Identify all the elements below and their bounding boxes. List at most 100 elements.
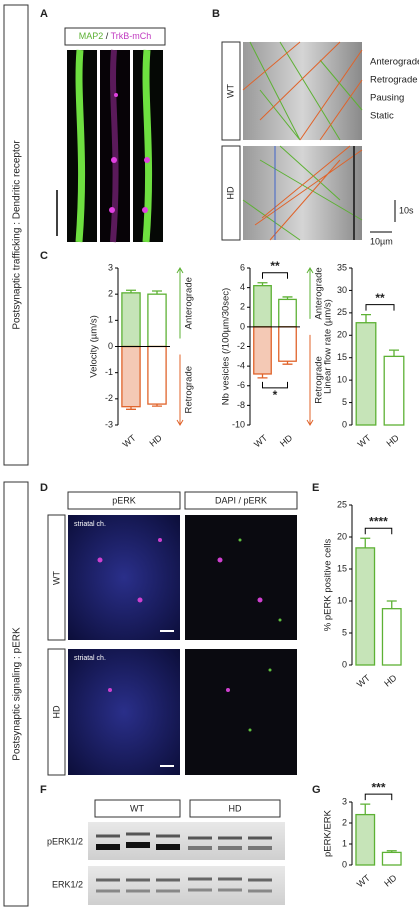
bar <box>278 298 297 328</box>
y-tick-label: 5 <box>342 627 347 637</box>
error-bar <box>386 850 397 853</box>
y-tick-label: 20 <box>337 531 347 541</box>
bar <box>355 547 376 666</box>
micrograph <box>56 49 163 243</box>
group-label: WT <box>130 803 144 813</box>
y-tick-label: 15 <box>337 563 347 573</box>
header: MAP2 / TrkB-mCh <box>79 31 152 41</box>
scale-label: 10µm <box>370 236 393 246</box>
y-tick-label: 10 <box>337 595 347 605</box>
series-label: Anterograde <box>314 267 325 319</box>
y-tick-label: 3 <box>108 262 113 272</box>
x-tick-label: HD <box>382 872 399 888</box>
error-bar <box>361 314 371 323</box>
header-box <box>184 491 298 510</box>
significance-label: * <box>273 388 278 402</box>
y-tick-label: 30 <box>337 285 347 295</box>
error-bar <box>257 282 268 286</box>
x-tick-label: HD <box>147 432 164 448</box>
y-tick-label: -2 <box>105 393 113 403</box>
row-label: WT <box>225 84 235 98</box>
direction-arrow <box>176 354 184 426</box>
error-bar <box>257 373 268 379</box>
header-box <box>67 491 181 510</box>
y-tick-label: 4 <box>240 282 245 292</box>
bar <box>381 851 402 866</box>
panel-letter: B <box>212 8 220 20</box>
bar <box>147 345 167 405</box>
x-tick-label: WT <box>355 672 373 689</box>
bar <box>253 285 272 328</box>
y-tick-label: 5 <box>342 397 347 407</box>
y-tick-label: 1 <box>108 315 113 325</box>
bar <box>121 345 141 408</box>
header: pERK <box>112 495 136 505</box>
bar <box>383 355 405 426</box>
panel-letter: C <box>40 250 48 262</box>
error-bar <box>386 600 397 609</box>
side-title: Postsynaptic signaling : pERK <box>12 627 23 761</box>
header: DAPI / pERK <box>215 495 267 505</box>
group-label: HD <box>229 803 242 813</box>
legend-entry: Anterograde <box>370 57 419 68</box>
significance-label: ** <box>270 259 280 273</box>
y-tick-label: 1 <box>342 838 347 848</box>
series-label: Anterograde <box>184 277 195 329</box>
bar <box>381 608 402 666</box>
group-box <box>189 799 281 818</box>
bar <box>278 326 297 362</box>
row-box <box>221 41 241 141</box>
x-tick-label: WT <box>252 432 270 449</box>
y-tick-label: 25 <box>337 499 347 509</box>
y-tick-label: 0 <box>108 341 113 351</box>
error-bar <box>126 406 136 410</box>
error-bar <box>282 361 293 365</box>
panel-letter: A <box>40 8 48 20</box>
error-bar <box>126 289 136 293</box>
y-tick-label: -6 <box>237 380 245 390</box>
y-tick-label: 0 <box>342 419 347 429</box>
bar <box>121 292 141 348</box>
significance-bracket <box>364 793 393 801</box>
y-tick-label: 2 <box>240 302 245 312</box>
row-box <box>221 145 241 241</box>
bar <box>147 293 167 348</box>
y-axis-label: pERK/ERK <box>323 809 334 857</box>
significance-label: **** <box>369 514 388 528</box>
significance-bracket <box>262 381 288 389</box>
y-axis-label: Velocity (µm/s) <box>89 315 100 377</box>
kymograph <box>242 41 396 241</box>
error-bar <box>360 537 371 548</box>
y-axis-label: Nb vesicles (/100µm/30sec) <box>221 288 232 405</box>
y-tick-label: 2 <box>108 289 113 299</box>
x-tick-label: WT <box>355 872 373 889</box>
legend-entry: Static <box>370 111 394 122</box>
error-bar <box>152 290 162 295</box>
y-tick-label: 0 <box>342 859 347 869</box>
error-bar <box>389 349 399 357</box>
panel-letter: G <box>312 784 321 796</box>
y-tick-label: 0 <box>342 659 347 669</box>
x-tick-label: WT <box>356 432 374 449</box>
x-tick-label: WT <box>121 432 139 449</box>
panel-letter: E <box>312 482 319 494</box>
x-tick-label: HD <box>384 432 401 448</box>
bar <box>355 813 376 866</box>
direction-arrow <box>306 267 314 319</box>
error-bar <box>360 803 371 815</box>
y-tick-label: 15 <box>337 352 347 362</box>
y-tick-label: -4 <box>237 361 245 371</box>
y-tick-label: -8 <box>237 400 245 410</box>
x-tick-label: HD <box>278 432 295 448</box>
row-label: ERK1/2 <box>52 879 83 889</box>
y-axis-label: % pERK positive cells <box>323 539 334 632</box>
group-box <box>94 799 181 818</box>
side-box <box>3 4 29 466</box>
significance-label: ** <box>375 291 385 305</box>
significance-bracket <box>262 272 288 279</box>
row-label: HD <box>51 705 61 718</box>
micrograph <box>68 515 297 775</box>
y-tick-label: 10 <box>337 375 347 385</box>
x-tick-label: HD <box>382 672 399 688</box>
